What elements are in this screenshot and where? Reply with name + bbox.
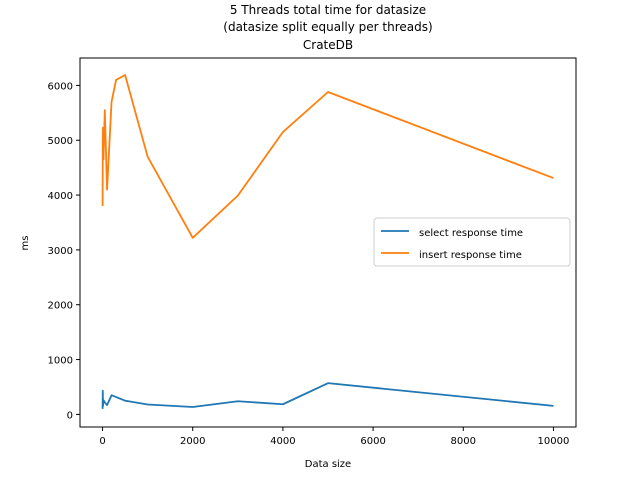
series-line-select [101,382,554,409]
title-line-1: 5 Threads total time for datasize [230,3,426,17]
y-tick-label: 2000 [48,301,73,312]
x-axis-label: Data size [305,459,351,470]
plot-area: 0 2000 4000 6000 8000 10000 0 1000 2000 3000 4000 5… [48,57,577,447]
y-tick-label: 5000 [48,136,73,147]
x-tick-label: 0 [99,436,105,447]
legend-box [373,217,571,267]
chart-title: 5 Threads total time for datasize (datas… [223,3,432,52]
y-tick-label: 3000 [48,246,73,257]
axes-frame [79,57,577,428]
title-line-2: (datasize split equally per threads) [223,20,432,34]
x-tick-label: 6000 [360,436,385,447]
legend-label-insert: insert response time [419,250,522,261]
y-tick-label: 6000 [48,81,73,92]
legend-label-select: select response time [419,228,523,239]
y-tick-label: 0 [67,410,73,421]
y-tick-label: 1000 [48,356,73,367]
y-tick-label: 4000 [48,191,73,202]
title-line-3: CrateDB [303,38,353,52]
x-tick-label: 4000 [270,436,295,447]
x-tick-label: 10000 [538,436,570,447]
legend: select response time insert response tim… [373,217,571,267]
series-line-insert [101,74,554,239]
y-axis-label: ms [20,236,31,251]
x-tick-label: 2000 [180,436,205,447]
x-tick-label: 8000 [451,436,476,447]
